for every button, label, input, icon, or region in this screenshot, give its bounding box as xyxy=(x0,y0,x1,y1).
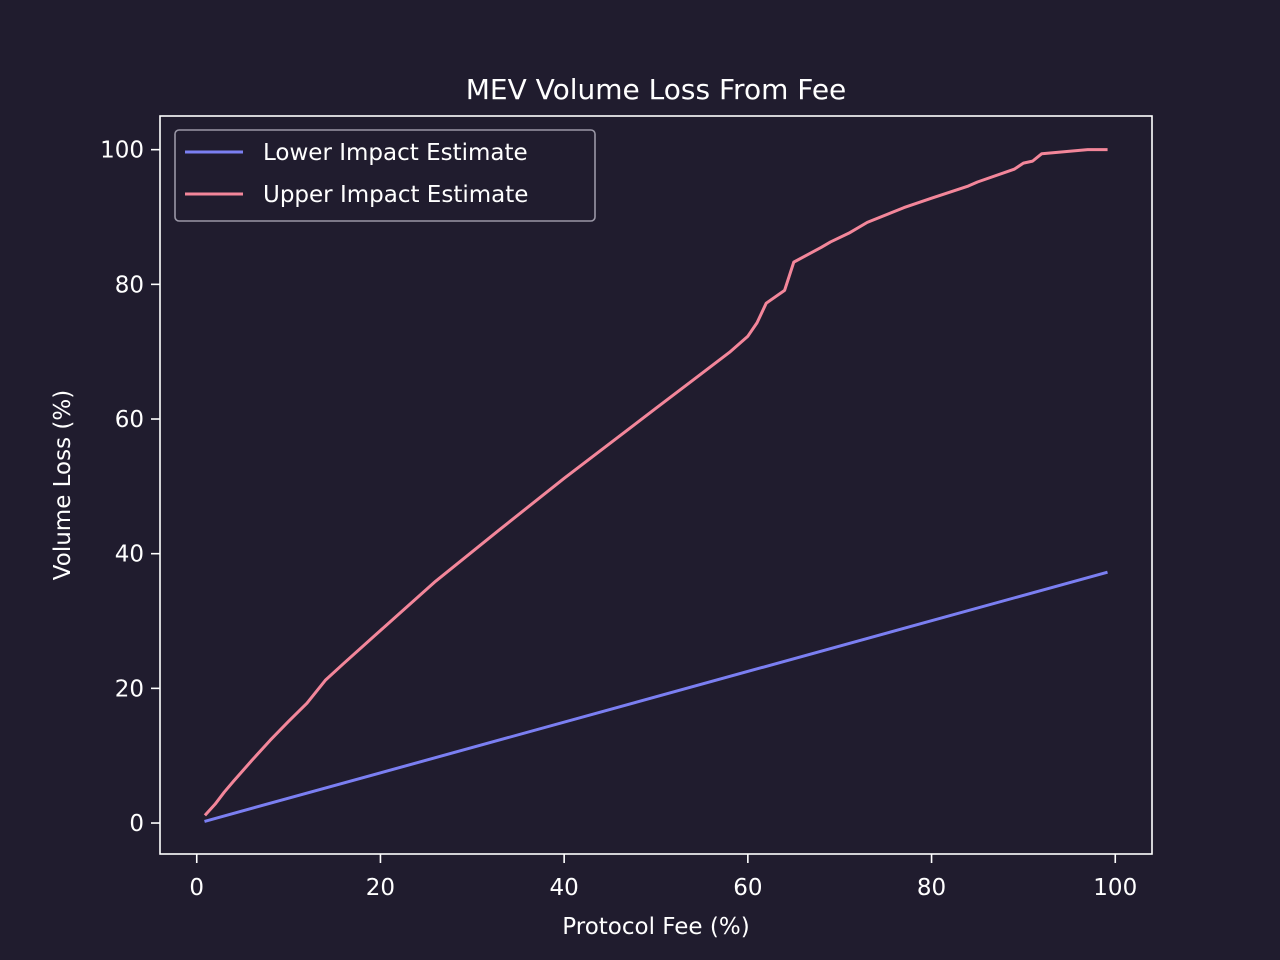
x-tick-label: 20 xyxy=(366,875,395,901)
series-line-upper-impact xyxy=(203,148,1108,817)
axes-frame xyxy=(159,115,1153,855)
legend-label-upper: Upper Impact Estimate xyxy=(263,182,528,208)
x-tick-label: 100 xyxy=(1093,875,1137,901)
legend-box xyxy=(174,129,596,222)
y-axis: 0 20 40 60 80 100 xyxy=(100,138,160,837)
x-axis: 0 20 40 60 80 100 xyxy=(189,854,1137,901)
x-axis-label: Protocol Fee (%) xyxy=(562,914,749,940)
y-tick-label: 80 xyxy=(115,272,144,298)
y-axis-label: Volume Loss (%) xyxy=(50,390,76,580)
x-tick-label: 0 xyxy=(189,875,204,901)
y-tick-label: 60 xyxy=(115,407,144,433)
x-tick-label: 80 xyxy=(917,875,946,901)
legend: Lower Impact Estimate Upper Impact Estim… xyxy=(174,129,596,222)
x-tick-label: 40 xyxy=(550,875,579,901)
y-tick-label: 100 xyxy=(100,138,144,164)
series-layer xyxy=(203,148,1108,823)
plot-area xyxy=(159,115,1153,855)
y-tick-label: 20 xyxy=(115,676,144,702)
y-tick-label: 40 xyxy=(115,542,144,568)
x-tick-label: 60 xyxy=(733,875,762,901)
series-line-lower-impact xyxy=(204,570,1108,823)
legend-label-lower: Lower Impact Estimate xyxy=(263,140,528,166)
chart-title: MEV Volume Loss From Fee xyxy=(466,73,847,106)
y-tick-label: 0 xyxy=(129,811,144,837)
